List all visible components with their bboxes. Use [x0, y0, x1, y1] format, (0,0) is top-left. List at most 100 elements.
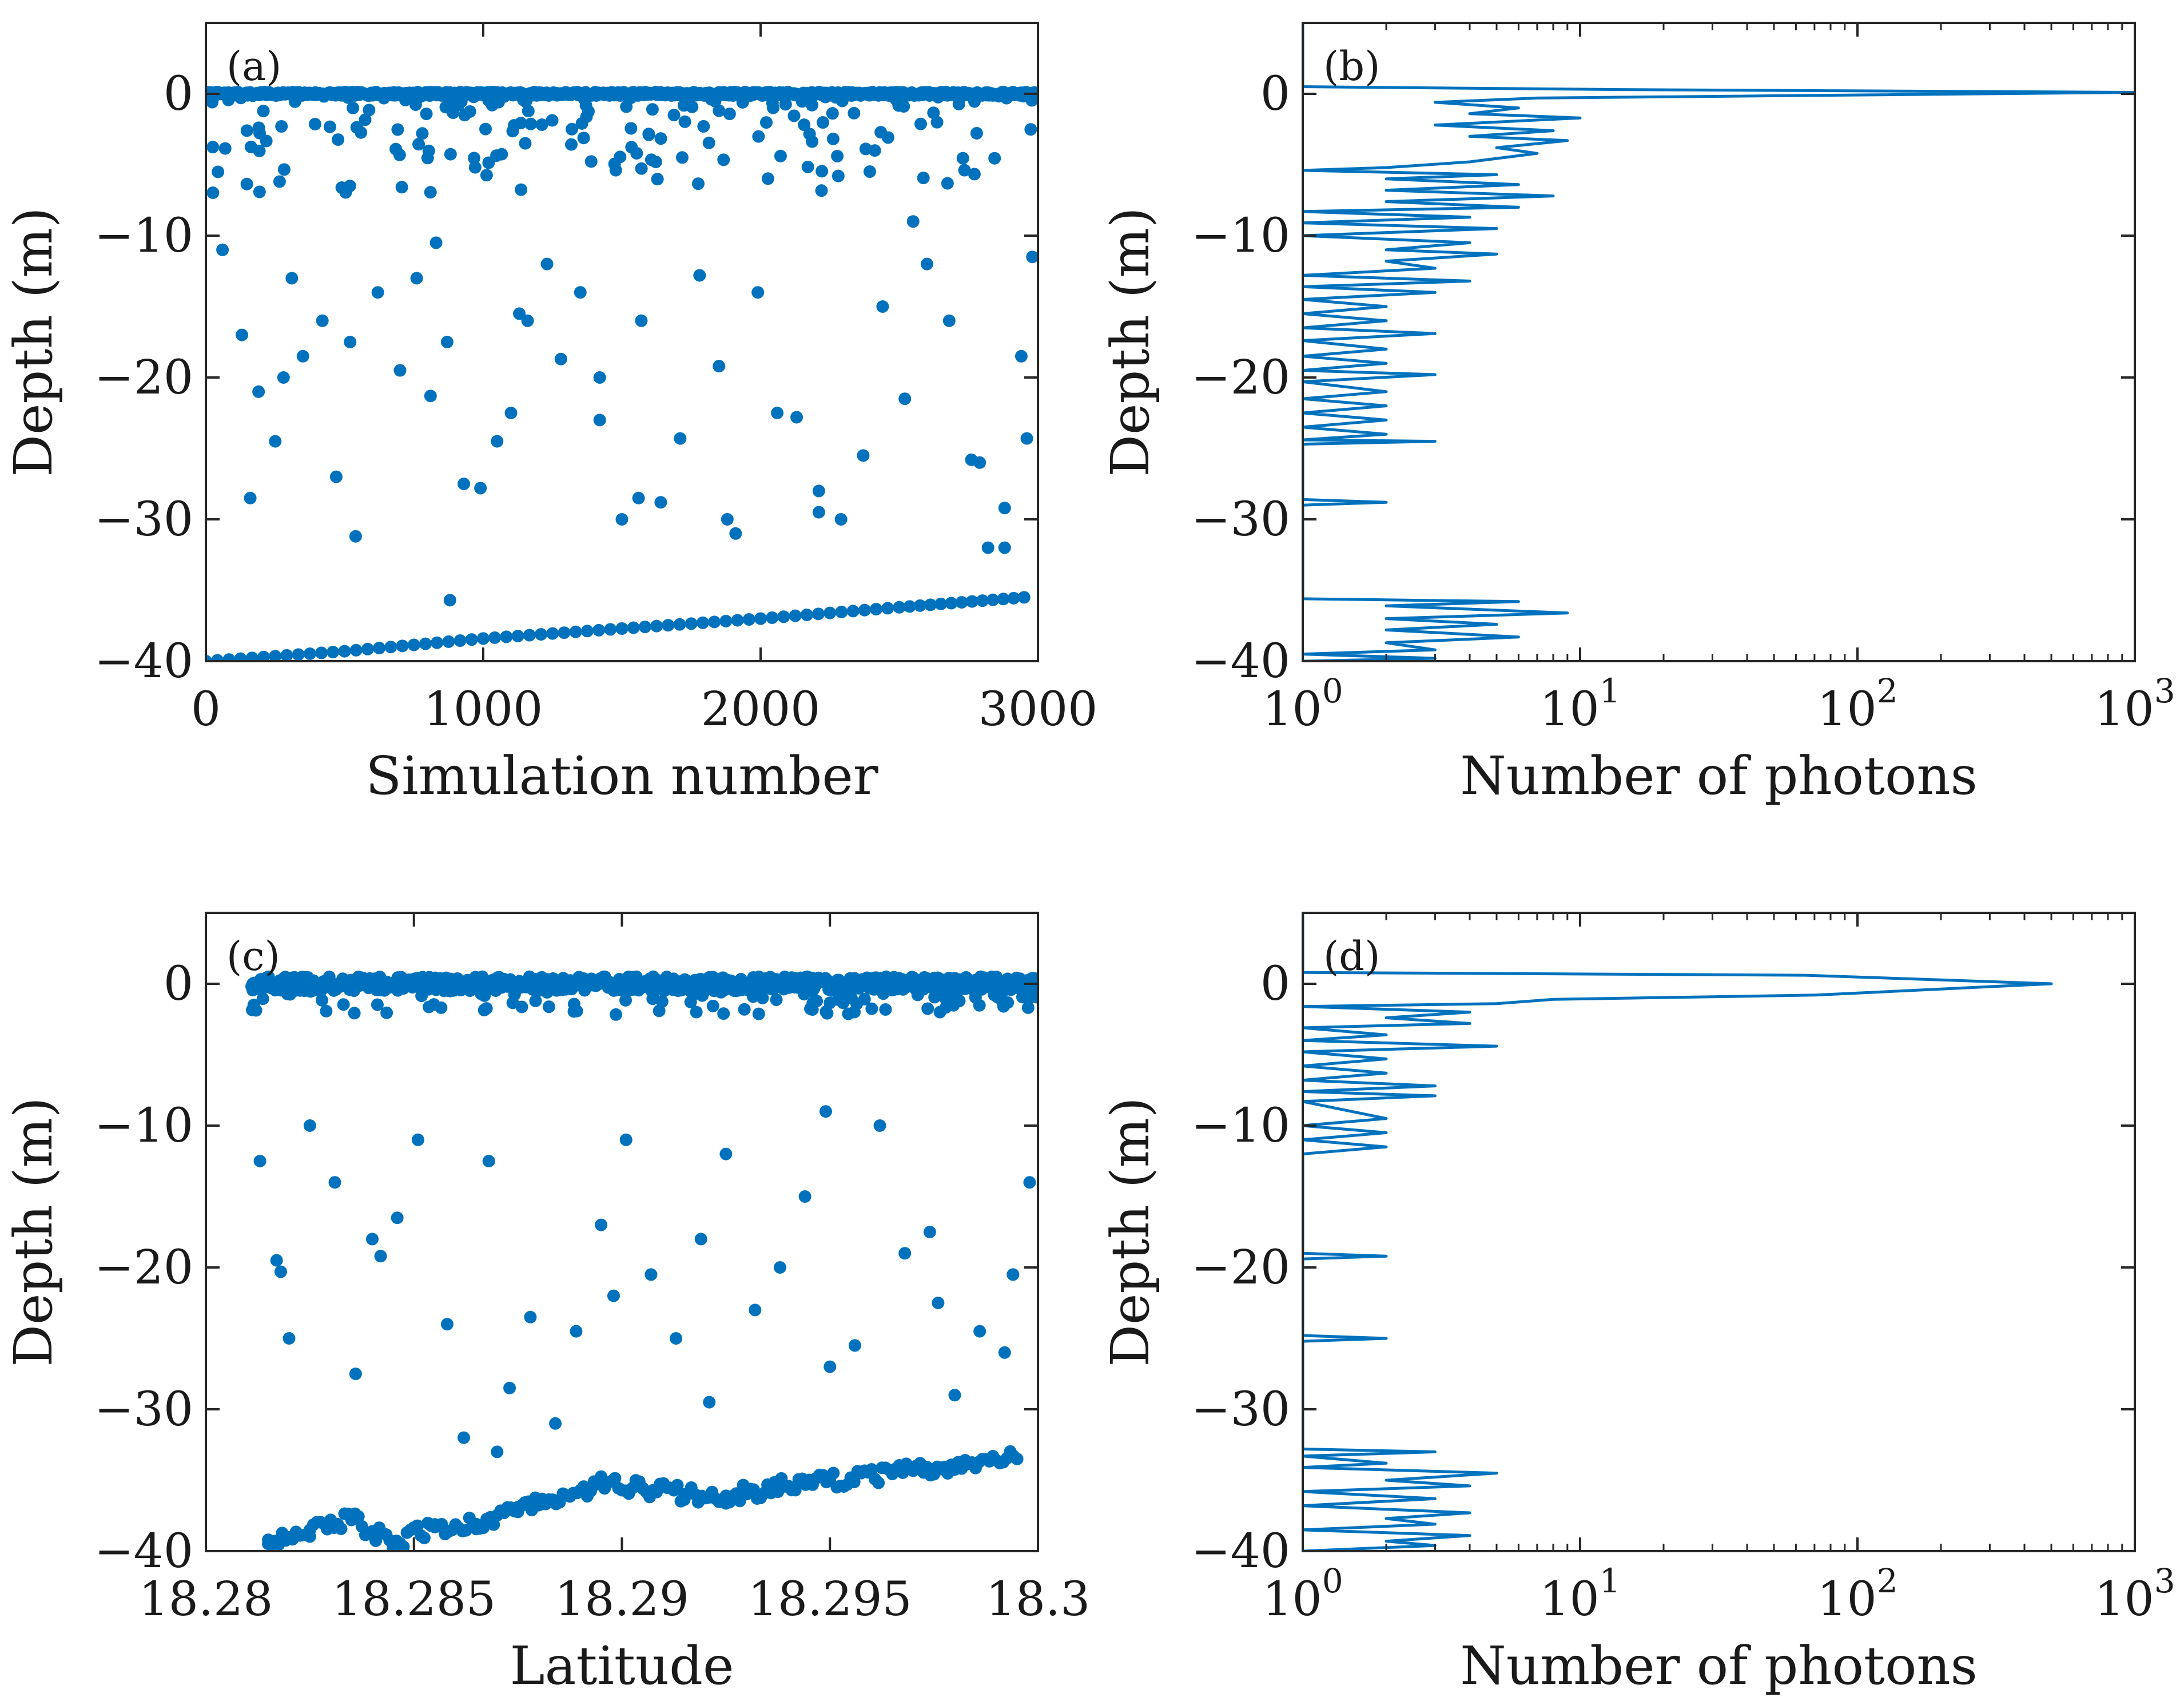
tick-base: 10 — [2094, 1572, 2154, 1627]
scatter-point — [391, 1211, 404, 1225]
scatter-point — [349, 530, 362, 543]
near-surface-point — [960, 88, 973, 101]
scatter-point — [429, 236, 443, 249]
x-axis-label: Latitude — [510, 1635, 734, 1696]
near-surface-point — [492, 96, 505, 109]
near-surface-point — [824, 996, 837, 1010]
near-surface-point — [911, 988, 924, 1001]
x-tick-label: 18.285 — [332, 1572, 496, 1627]
bottom-point — [211, 654, 224, 661]
scatter-point — [812, 506, 825, 519]
near-surface-point — [610, 1008, 623, 1021]
near-surface-point — [288, 978, 301, 991]
near-surface-point — [752, 130, 765, 143]
near-surface-point — [240, 124, 253, 137]
bottom-point — [802, 1476, 815, 1489]
near-surface-point — [249, 1004, 262, 1017]
scatter-point — [440, 336, 453, 348]
near-surface-point — [452, 98, 465, 112]
bottom-point — [206, 655, 212, 661]
bottom-point — [477, 632, 490, 645]
near-surface-point — [253, 185, 266, 198]
near-surface-point — [281, 987, 294, 1000]
bottom-point — [719, 1489, 733, 1503]
bottom-point — [955, 596, 968, 609]
near-surface-point — [879, 1003, 892, 1016]
near-surface-point — [308, 118, 321, 131]
bottom-point — [865, 1463, 878, 1476]
scatter-point — [1015, 349, 1028, 363]
near-surface-point — [717, 153, 730, 166]
bottom-point — [511, 629, 524, 642]
tick-exponent: 1 — [1600, 1561, 1621, 1600]
x-tick-label: 0 — [191, 682, 221, 737]
near-surface-point — [363, 104, 376, 117]
near-surface-point — [377, 978, 390, 991]
near-surface-point — [667, 109, 681, 122]
bottom-point — [719, 614, 733, 627]
scatter-point — [366, 1233, 379, 1246]
near-surface-point — [779, 98, 792, 111]
near-surface-point — [970, 126, 983, 140]
scatter-point — [674, 432, 687, 445]
near-surface-point — [519, 137, 532, 150]
bottom-point — [262, 1533, 275, 1547]
axes-frame — [1302, 22, 2136, 662]
near-surface-point — [624, 92, 637, 105]
x-tick-label: 18.29 — [555, 1572, 689, 1627]
bottom-point — [269, 650, 282, 661]
bottom-point — [662, 619, 675, 632]
bottom-point — [349, 643, 363, 657]
near-surface-point — [932, 90, 945, 104]
near-surface-point — [575, 117, 588, 130]
near-surface-point — [651, 978, 665, 991]
bottom-point — [903, 600, 916, 613]
near-surface-point — [730, 88, 743, 101]
near-surface-point — [576, 979, 589, 992]
near-surface-point — [651, 173, 664, 186]
scatter-point — [654, 496, 667, 509]
near-surface-point — [831, 149, 844, 162]
y-tick-label: −20 — [1191, 351, 1290, 405]
near-surface-point — [1021, 1001, 1035, 1014]
near-surface-point — [380, 1006, 393, 1019]
tick-base: 10 — [2094, 682, 2154, 737]
near-surface-point — [447, 978, 460, 991]
y-tick-label: −10 — [94, 1099, 193, 1153]
scatter-point — [876, 300, 889, 313]
scatter-point — [824, 1360, 837, 1373]
x-tick-label: 101 — [1539, 1561, 1620, 1627]
near-surface-point — [767, 101, 780, 114]
near-surface-point — [642, 128, 655, 141]
near-surface-point — [458, 109, 471, 122]
bottom-point — [387, 1537, 400, 1551]
near-surface-point — [908, 977, 921, 991]
near-surface-point — [391, 123, 404, 136]
scatter-point — [932, 1297, 945, 1309]
bottom-point — [303, 647, 316, 660]
bottom-point — [361, 642, 374, 655]
bottom-point — [615, 622, 628, 635]
bottom-point — [431, 636, 444, 649]
near-surface-point — [774, 149, 787, 162]
near-surface-point — [240, 177, 253, 190]
scatter-point — [942, 314, 956, 327]
bottom-point — [373, 642, 386, 655]
near-surface-point — [958, 164, 971, 177]
tick-base: 10 — [1539, 1572, 1599, 1627]
scatter-point — [973, 456, 986, 469]
bottom-point — [419, 637, 432, 650]
near-surface-point — [921, 1002, 934, 1015]
scatter-point — [607, 1289, 620, 1302]
scatter-point — [554, 352, 567, 365]
y-tick-label: −10 — [94, 209, 193, 263]
near-surface-point — [468, 161, 482, 174]
near-surface-point — [277, 163, 291, 176]
near-surface-point — [257, 105, 270, 118]
scatter-point — [873, 1119, 886, 1132]
panel-label: (a) — [226, 43, 281, 90]
near-surface-point — [432, 88, 445, 101]
near-surface-point — [798, 118, 811, 132]
bottom-point — [969, 1457, 982, 1470]
near-surface-point — [565, 138, 578, 151]
